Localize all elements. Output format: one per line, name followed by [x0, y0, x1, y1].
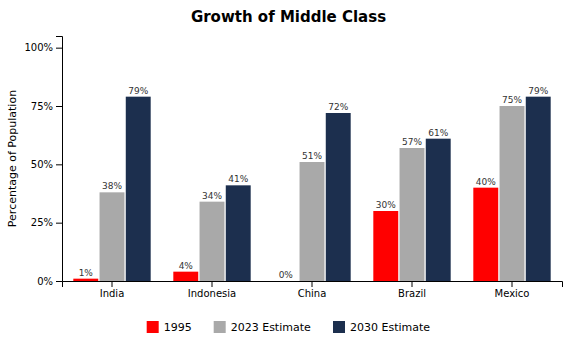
x-tick-mark [312, 281, 313, 287]
y-tick: 75% [31, 101, 62, 112]
data-label: 61% [428, 128, 448, 138]
data-labels: 1% 4% 0% 30% 40% 38% 34% 51% 57% 75% 79% 41% 72% 61% 7… [79, 86, 549, 280]
x-tick: Mexico [495, 281, 530, 299]
data-label: 57% [402, 137, 422, 147]
x-tick: Brazil [398, 281, 426, 299]
x-tick-mark [412, 281, 413, 287]
title: Growth of Middle Class [191, 8, 386, 26]
x-tick: China [298, 281, 327, 299]
y-tick-label: 0% [37, 276, 53, 287]
data-label: 38% [102, 181, 122, 191]
legend-label: 2030 Estimate [350, 321, 430, 334]
bar [426, 139, 451, 281]
legend: 1995 2023 Estimate 2030 Estimate [147, 321, 431, 334]
legend-item: 2023 Estimate [214, 321, 311, 334]
x-tick-label: India [100, 288, 125, 299]
x-tick-label: Indonesia [188, 288, 236, 299]
y-axis-line [56, 37, 63, 282]
legend-item: 2030 Estimate [333, 321, 430, 334]
x-tick-mark [112, 281, 113, 287]
y-tick: 25% [31, 217, 62, 228]
y-tick-mark [56, 281, 62, 282]
y-tick-label: 50% [31, 159, 53, 170]
legend-swatch [214, 321, 226, 333]
y-axis: 0% 25% 50% 75% 100% [24, 37, 62, 287]
data-label: 72% [328, 102, 348, 112]
plot-area: 1% 4% 0% 30% 40% 38% 34% 51% 57% 75% 79% 41% 72% 61% 7… [24, 37, 562, 300]
chart-svg: 1% 4% 0% 30% 40% 38% 34% 51% 57% 75% 79% 41% 72% 61% 7… [0, 0, 577, 341]
legend-swatch [147, 321, 159, 333]
data-label: 75% [502, 95, 522, 105]
x-tick-label: Brazil [398, 288, 426, 299]
bar [373, 211, 398, 281]
bar [126, 97, 151, 281]
data-label: 30% [376, 200, 396, 210]
bar [473, 188, 498, 281]
y-tick: 0% [37, 276, 62, 287]
y-tick-label: 25% [31, 217, 53, 228]
legend-label: 1995 [164, 321, 192, 334]
bar [73, 279, 98, 281]
legend-item: 1995 [147, 321, 192, 334]
bar [173, 272, 198, 281]
x-axis: India Indonesia China Brazil Mexico [63, 281, 563, 299]
y-tick-label: 75% [31, 101, 53, 112]
bar [273, 281, 298, 282]
bar [100, 192, 125, 281]
y-tick: 100% [24, 42, 62, 53]
chart-container: 1% 4% 0% 30% 40% 38% 34% 51% 57% 75% 79% 41% 72% 61% 7… [0, 0, 577, 341]
x-tick-mark [512, 281, 513, 287]
y-tick-mark [56, 106, 62, 107]
legend-label: 2023 Estimate [231, 321, 311, 334]
y-tick-label: 100% [24, 42, 53, 53]
bar [500, 106, 525, 281]
y-axis-title: Percentage of Population [6, 90, 19, 227]
bars [73, 97, 550, 281]
data-label: 79% [528, 86, 548, 96]
data-label: 1% [79, 268, 94, 278]
data-label: 79% [128, 86, 148, 96]
bar [400, 148, 425, 281]
x-tick-mark [212, 281, 213, 287]
bar [226, 185, 251, 281]
bar [200, 202, 225, 281]
bar-series [100, 106, 525, 281]
x-axis-line [63, 282, 563, 288]
bar [326, 113, 351, 281]
x-tick: Indonesia [188, 281, 236, 299]
data-label: 0% [279, 270, 294, 280]
x-tick-label: China [298, 288, 327, 299]
data-label: 41% [228, 174, 248, 184]
y-tick: 50% [31, 159, 62, 170]
bar [526, 97, 551, 281]
x-tick-label: Mexico [495, 288, 530, 299]
data-label: 51% [302, 151, 322, 161]
y-tick-mark [56, 48, 62, 49]
x-tick: India [100, 281, 125, 299]
data-label: 34% [202, 191, 222, 201]
data-label: 4% [179, 261, 194, 271]
bar [300, 162, 325, 281]
y-tick-mark [56, 164, 62, 165]
bar-series [126, 97, 551, 281]
y-tick-mark [56, 223, 62, 224]
data-label: 40% [476, 177, 496, 187]
legend-swatch [333, 321, 345, 333]
